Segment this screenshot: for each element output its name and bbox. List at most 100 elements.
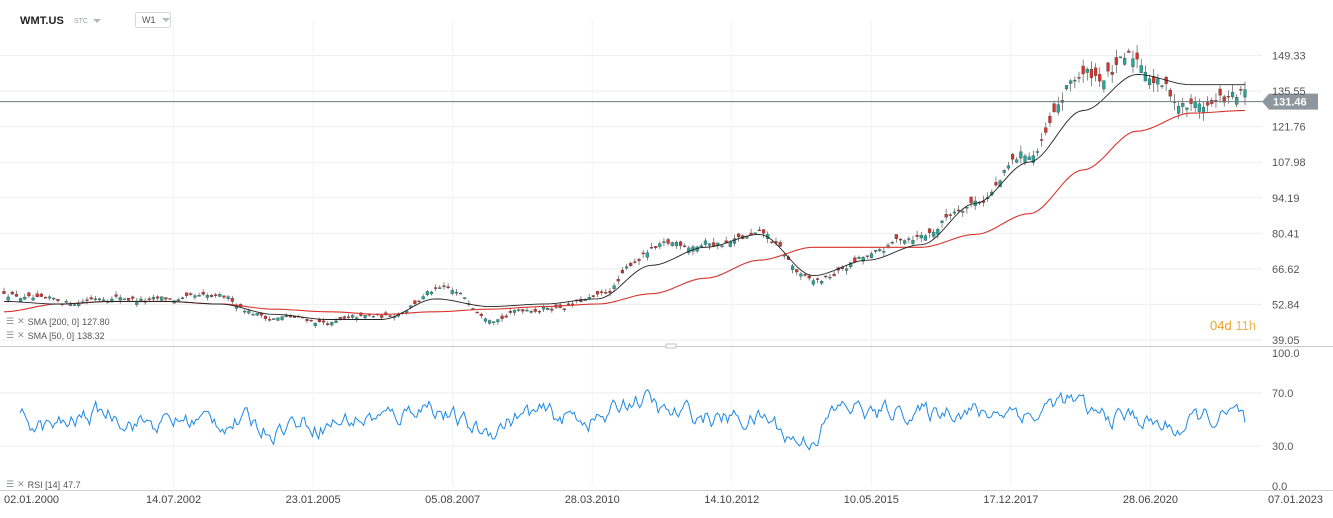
candle-body bbox=[139, 298, 143, 302]
current-price-badge bbox=[1262, 93, 1318, 110]
price-axis-label: 66.62 bbox=[1272, 264, 1300, 276]
candle bbox=[1056, 96, 1060, 116]
candle bbox=[168, 298, 172, 300]
candle-body bbox=[662, 241, 666, 243]
grid bbox=[0, 20, 1262, 486]
candle-body bbox=[562, 308, 566, 311]
candle bbox=[496, 318, 500, 326]
candle-body bbox=[799, 273, 803, 277]
candle-body bbox=[778, 242, 782, 247]
candle-body bbox=[434, 287, 438, 289]
candle bbox=[720, 244, 724, 249]
candle bbox=[48, 295, 52, 301]
candle bbox=[1185, 107, 1189, 117]
symbol-label[interactable]: WMT.US bbox=[20, 15, 64, 27]
candle bbox=[1064, 85, 1069, 91]
indicator-sma50[interactable]: ☰ ✕ SMA [50, 0] 138.32 bbox=[6, 330, 105, 341]
candle bbox=[1089, 61, 1094, 87]
date-axis-label: 05.08.2007 bbox=[425, 494, 480, 506]
menu-icon[interactable]: ☰ bbox=[6, 479, 15, 489]
candle bbox=[1110, 64, 1114, 83]
candle-body bbox=[243, 310, 247, 313]
candle bbox=[23, 293, 27, 301]
candle bbox=[151, 294, 156, 302]
current-price-label[interactable]: 131.46 bbox=[1262, 93, 1318, 110]
indicator-rsi[interactable]: ☰ ✕ RSI [14] 47.7 bbox=[6, 479, 81, 490]
sma50-line[interactable] bbox=[3, 73, 1245, 320]
candle-body bbox=[180, 297, 185, 300]
date-axis-label: 07.01.2023 bbox=[1268, 494, 1323, 506]
symbol-type-selector[interactable]: STC bbox=[74, 18, 101, 25]
candle bbox=[27, 291, 31, 299]
candle bbox=[994, 176, 998, 187]
candle bbox=[865, 255, 869, 259]
candle-body bbox=[334, 320, 338, 324]
candle bbox=[1002, 169, 1006, 177]
countdown-days: 04 bbox=[1210, 318, 1225, 333]
candle-body bbox=[550, 308, 554, 311]
candle bbox=[2, 287, 6, 294]
close-icon[interactable]: ✕ bbox=[17, 330, 25, 340]
candle bbox=[363, 314, 367, 320]
candlestick-series[interactable] bbox=[2, 45, 1247, 328]
close-icon[interactable]: ✕ bbox=[17, 479, 25, 489]
candle bbox=[413, 299, 417, 306]
candle-body bbox=[1052, 103, 1056, 112]
rsi-line[interactable] bbox=[19, 389, 1246, 451]
price-axis-label: 107.98 bbox=[1272, 157, 1306, 169]
candle-body bbox=[326, 323, 330, 325]
candle-body bbox=[670, 242, 674, 246]
candle bbox=[940, 220, 944, 228]
menu-icon[interactable]: ☰ bbox=[6, 316, 15, 326]
candle bbox=[1019, 145, 1023, 164]
candle-body bbox=[417, 300, 421, 302]
candle-body bbox=[803, 274, 807, 276]
candle-body bbox=[230, 298, 234, 302]
candle-body bbox=[1023, 155, 1027, 163]
candle-body bbox=[828, 276, 832, 279]
candle-body bbox=[878, 249, 882, 252]
candle bbox=[1015, 157, 1019, 164]
candle-body bbox=[1106, 62, 1110, 72]
candle-body bbox=[882, 251, 886, 253]
candle-body bbox=[1226, 96, 1230, 98]
candle-body bbox=[521, 309, 525, 312]
candle-body bbox=[849, 262, 853, 267]
candle bbox=[483, 317, 488, 324]
candle-countdown: 04d 11h bbox=[1210, 318, 1256, 333]
candle bbox=[180, 296, 185, 300]
candle bbox=[1131, 50, 1135, 73]
menu-icon[interactable]: ☰ bbox=[6, 330, 15, 340]
candle-body bbox=[346, 316, 351, 318]
candle bbox=[326, 321, 330, 327]
candle bbox=[155, 295, 160, 301]
timeframe-selector[interactable]: W1 bbox=[135, 12, 171, 28]
candle-body bbox=[612, 285, 616, 289]
candle bbox=[1077, 71, 1081, 83]
candle bbox=[604, 288, 608, 295]
candle bbox=[334, 317, 338, 324]
candle-body bbox=[1015, 159, 1019, 163]
candle-body bbox=[600, 291, 604, 293]
candle-body bbox=[703, 240, 708, 245]
close-icon[interactable]: ✕ bbox=[17, 316, 25, 326]
candle bbox=[620, 267, 625, 274]
candle-body bbox=[757, 229, 761, 232]
candle-body bbox=[1085, 68, 1089, 73]
candle-body bbox=[276, 317, 280, 321]
candle-body bbox=[189, 293, 193, 295]
candle-body bbox=[6, 296, 10, 301]
price-axis-label: 121.76 bbox=[1272, 122, 1306, 134]
candle-body bbox=[649, 247, 654, 249]
candle-body bbox=[1193, 101, 1197, 108]
pane-resize-handle[interactable] bbox=[665, 343, 677, 349]
candle bbox=[633, 258, 637, 264]
candle bbox=[160, 296, 164, 302]
candle-body bbox=[114, 294, 118, 297]
indicator-sma200[interactable]: ☰ ✕ SMA [200, 0] 127.80 bbox=[6, 316, 110, 327]
candle bbox=[122, 298, 126, 300]
candle bbox=[869, 251, 874, 259]
candle-body bbox=[19, 298, 23, 302]
sma200-line[interactable] bbox=[3, 109, 1246, 315]
